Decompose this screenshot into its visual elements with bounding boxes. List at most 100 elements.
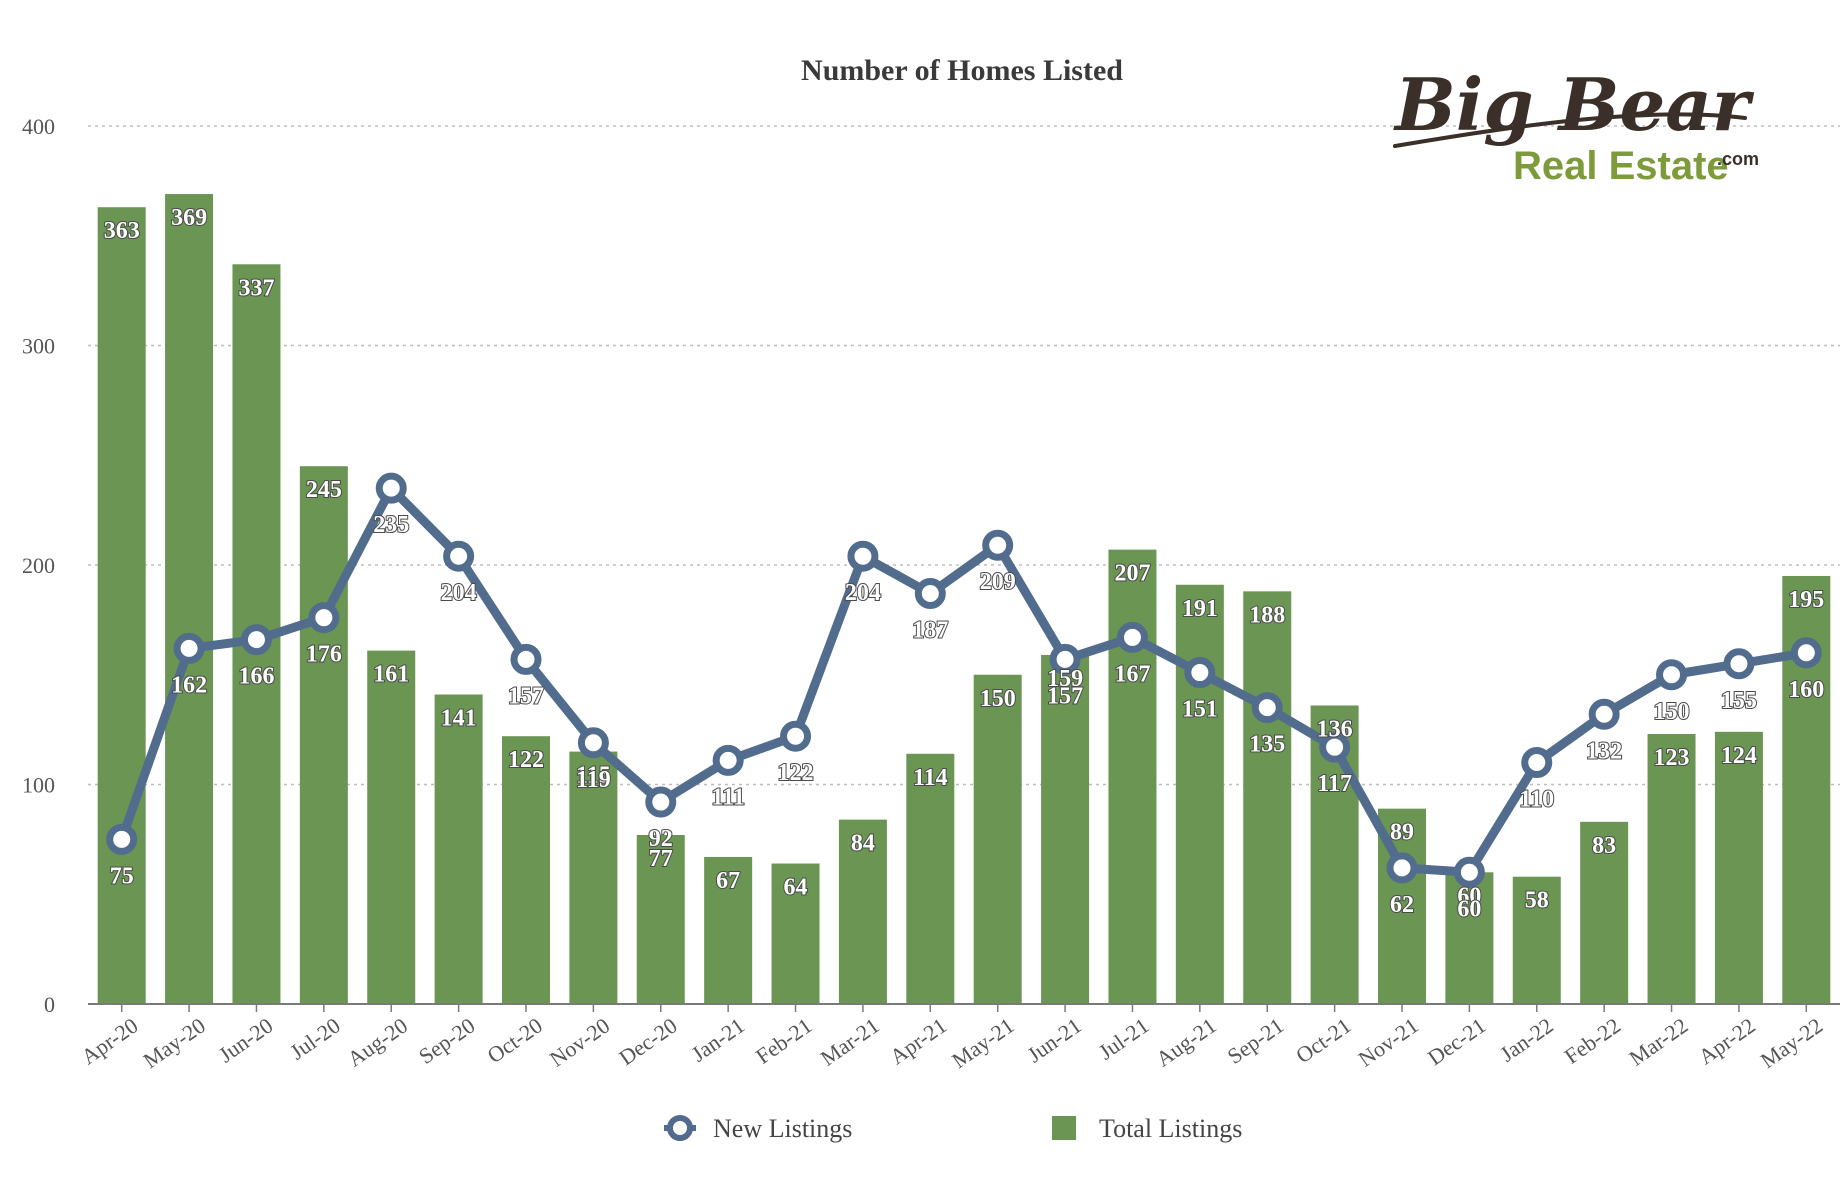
point-new-listings [914, 578, 946, 610]
x-tick-label: Nov-21 [1353, 1013, 1422, 1072]
line-data-label: 75 [110, 863, 134, 889]
line-data-label: 187 [912, 618, 948, 644]
line-data-label: 162 [171, 672, 207, 698]
bar-data-label: 191 [1182, 596, 1218, 622]
x-tick-label: Dec-20 [614, 1013, 681, 1071]
label-layer: 363 369 337 245 161 141 122 115 77 67 64 84 114 150 15… [103, 204, 1826, 923]
point-new-listings [847, 540, 879, 572]
point-new-listings [510, 643, 542, 675]
bar-data-label: 124 [1721, 743, 1757, 769]
y-tick-label: 200 [22, 553, 55, 578]
point-new-listings [1049, 643, 1081, 675]
x-tick-label: Jan-22 [1495, 1013, 1557, 1067]
bar-total-listings [165, 194, 214, 1005]
logo-suffix: .com [1717, 149, 1759, 169]
x-tick-label: Apr-20 [77, 1013, 143, 1070]
bar-total-listings [704, 856, 753, 1004]
line-data-label: 150 [1654, 699, 1690, 725]
point-new-listings [1453, 856, 1485, 888]
line-data-label: 160 [1788, 677, 1824, 703]
bar-total-listings [367, 650, 416, 1004]
bar-total-listings [1175, 584, 1224, 1004]
bar-total-listings [636, 834, 685, 1004]
bar-data-label: 245 [306, 477, 342, 503]
point-new-listings [712, 744, 744, 776]
bar-data-label: 84 [851, 831, 875, 857]
x-tick-label: Jul-21 [1094, 1013, 1153, 1065]
point-new-listings [308, 602, 340, 634]
x-tick-label: Sep-21 [1223, 1013, 1288, 1069]
bar-data-label: 369 [171, 205, 207, 231]
x-tick-label: Feb-22 [1560, 1013, 1625, 1069]
x-tick-label: Sep-20 [414, 1013, 479, 1069]
bar-total-listings [771, 863, 820, 1004]
bar-data-label: 188 [1249, 602, 1285, 628]
grid-layer [88, 125, 1840, 786]
x-tick-label: Mar-21 [816, 1013, 884, 1071]
point-new-listings [1184, 657, 1216, 689]
y-tick-label: 300 [22, 334, 55, 359]
bar-data-label: 159 [1047, 666, 1083, 692]
x-tick-label: May-22 [1756, 1013, 1827, 1073]
y-tick-label: 400 [22, 114, 55, 139]
bar-total-listings [299, 466, 348, 1005]
point-new-listings [173, 632, 205, 664]
legend-total-listings-label: Total Listings [1099, 1114, 1242, 1143]
x-tick-label: Jan-21 [687, 1013, 749, 1067]
x-tick-label: Nov-20 [545, 1013, 614, 1072]
line-data-label: 235 [373, 512, 409, 538]
line-data-label: 167 [1114, 661, 1150, 687]
point-new-listings [1319, 731, 1351, 763]
x-tick-label: Dec-21 [1423, 1013, 1490, 1071]
bar-data-label: 89 [1390, 820, 1414, 846]
bar-total-listings [569, 751, 618, 1004]
point-new-listings [1790, 637, 1822, 669]
bar-total-listings [1041, 654, 1090, 1004]
bar-total-listings [1647, 734, 1696, 1004]
bar-total-listings [1580, 821, 1629, 1004]
line-data-label: 155 [1721, 688, 1757, 714]
chart-title: Number of Homes Listed [801, 54, 1123, 87]
legend-new-marker [667, 1115, 693, 1141]
bar-data-label: 150 [980, 686, 1016, 712]
bar-data-label: 363 [104, 218, 140, 244]
point-new-listings [577, 727, 609, 759]
x-tick-label: Apr-22 [1694, 1013, 1760, 1070]
bar-total-listings [973, 674, 1022, 1004]
line-data-label: 135 [1249, 732, 1285, 758]
bar-data-label: 337 [238, 275, 274, 301]
point-new-listings [780, 720, 812, 752]
bar-data-label: 195 [1788, 587, 1824, 613]
line-data-label: 166 [238, 664, 274, 690]
point-new-listings [375, 472, 407, 504]
point-new-listings [1521, 747, 1553, 779]
line-layer [106, 472, 1822, 888]
line-data-label: 176 [306, 642, 342, 668]
bar-data-label: 136 [1317, 716, 1353, 742]
x-tick-label: Oct-20 [482, 1013, 546, 1069]
line-data-label: 209 [980, 569, 1016, 595]
bar-total-listings [1512, 876, 1561, 1004]
point-new-listings [982, 529, 1014, 561]
bar-total-listings [97, 207, 146, 1005]
x-tick-label: May-21 [947, 1013, 1018, 1073]
point-new-listings [1386, 852, 1418, 884]
point-new-listings [106, 823, 138, 855]
line-data-label: 157 [508, 683, 544, 709]
y-tick-label: 100 [22, 773, 55, 798]
line-data-label: 110 [1519, 787, 1554, 813]
logo-line-1: Big Bear [1393, 62, 1755, 147]
x-tick-label: May-20 [139, 1013, 210, 1073]
bar-total-listings [838, 819, 887, 1004]
bar-data-label: 115 [576, 763, 611, 789]
bar-data-label: 161 [373, 662, 409, 688]
point-new-listings [1588, 698, 1620, 730]
bar-data-label: 64 [784, 875, 808, 901]
point-new-listings [443, 540, 475, 572]
x-tick-label: Jun-20 [214, 1013, 277, 1068]
brand-logo: Big Bear Real Estate .com [1393, 62, 1759, 188]
x-tick-label: Aug-21 [1151, 1013, 1220, 1072]
x-tick-label: Aug-20 [343, 1013, 412, 1072]
bar-data-label: 60 [1457, 883, 1481, 909]
